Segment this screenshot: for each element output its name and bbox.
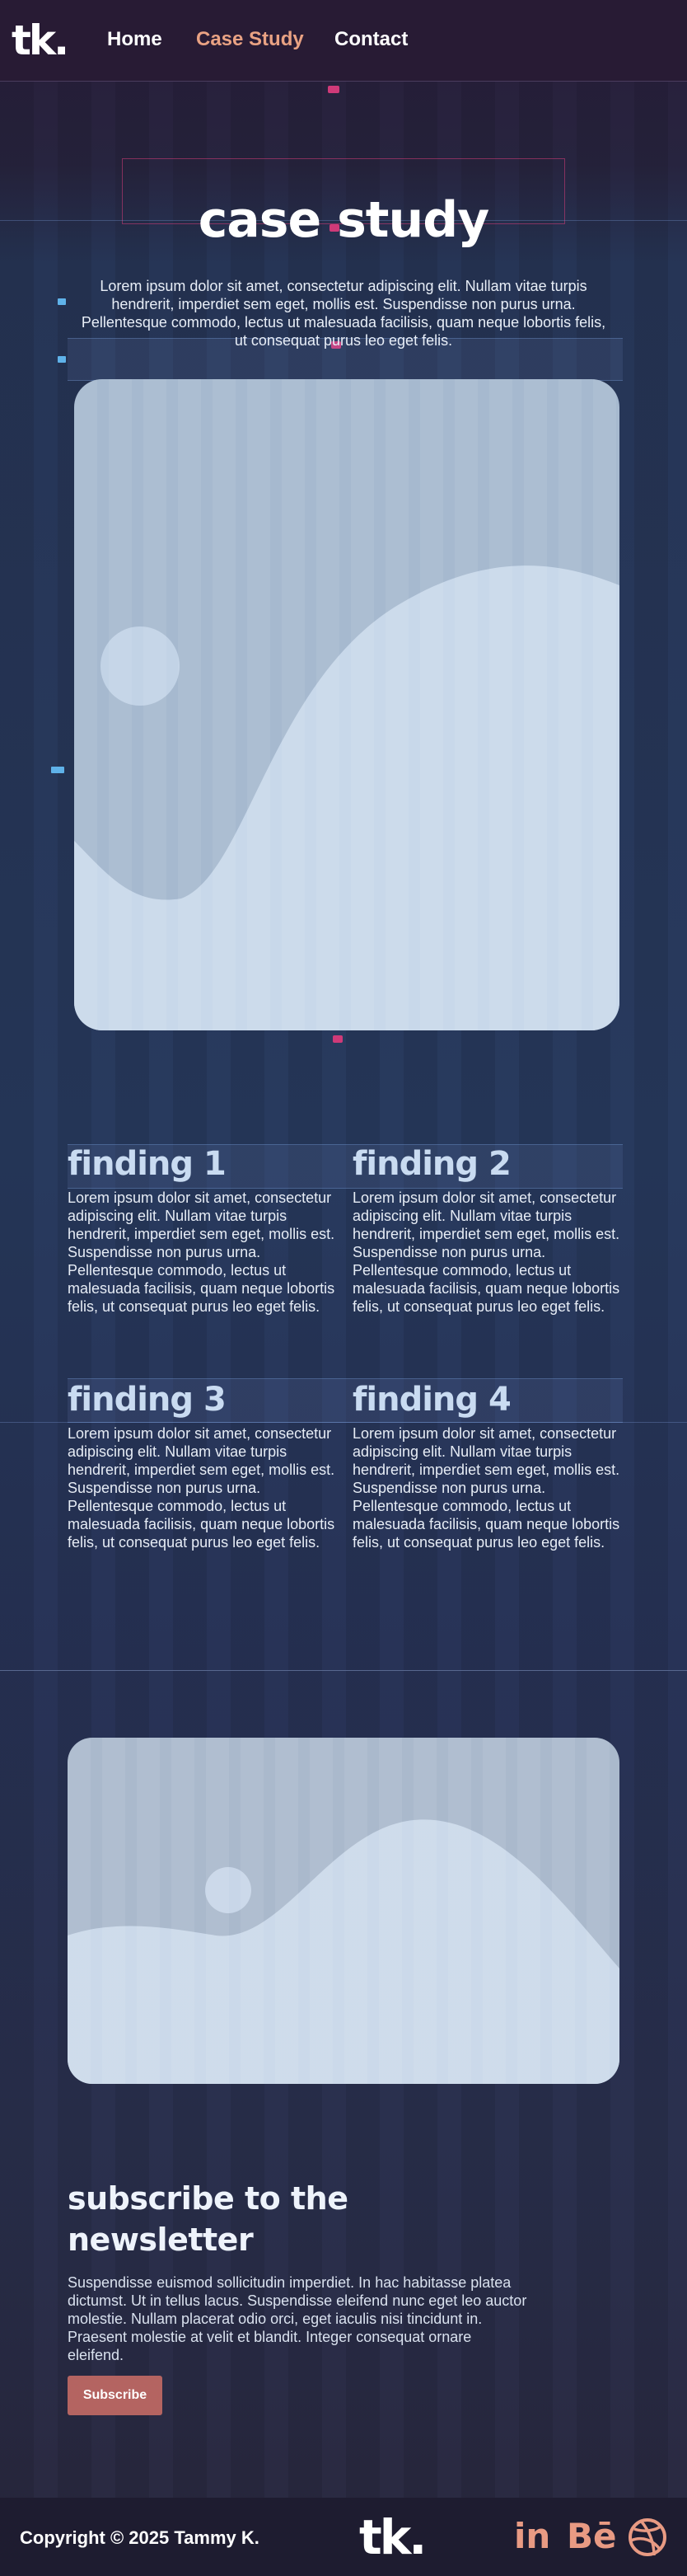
finding-card-3: finding 3 Lorem ipsum dolor sit amet, co… xyxy=(68,1380,339,1551)
finding-title: finding 4 xyxy=(353,1381,512,1419)
finding-card-2: finding 2 Lorem ipsum dolor sit amet, co… xyxy=(353,1144,624,1316)
finding-text: Lorem ipsum dolor sit amet, consectetur … xyxy=(68,1189,335,1315)
subscribe-button[interactable]: Subscribe xyxy=(68,2376,162,2415)
landscape-icon xyxy=(74,565,619,1030)
site-header: tk. Home Case Study Contact xyxy=(0,0,687,82)
finding-text: Lorem ipsum dolor sit amet, consectetur … xyxy=(353,1425,620,1551)
finding-title: finding 3 xyxy=(68,1381,227,1419)
spacing-highlight xyxy=(68,1378,623,1423)
hero-image-placeholder xyxy=(74,379,619,1030)
section-divider xyxy=(0,1670,687,1671)
dribbble-icon[interactable] xyxy=(628,2517,667,2557)
finding-card-1: finding 1 Lorem ipsum dolor sit amet, co… xyxy=(68,1144,339,1316)
dimension-tag xyxy=(328,86,339,93)
spacing-marker xyxy=(58,356,66,363)
nav-case-study[interactable]: Case Study xyxy=(196,28,304,50)
newsletter-title: subscribe to the newsletter xyxy=(68,2180,348,2258)
intro-text: Lorem ipsum dolor sit amet, consectetur … xyxy=(81,278,606,349)
page-title: case study xyxy=(198,191,490,250)
finding-card-4: finding 4 Lorem ipsum dolor sit amet, co… xyxy=(353,1380,624,1551)
linkedin-icon[interactable]: in xyxy=(514,2516,551,2556)
guide-line xyxy=(0,220,687,221)
dimension-tag xyxy=(329,224,339,232)
newsletter-text: Suspendisse euismod sollicitudin imperdi… xyxy=(68,2274,527,2363)
spacing-marker xyxy=(58,298,66,305)
dimension-tag xyxy=(331,341,341,349)
image-stripes xyxy=(74,379,619,1030)
finding-text: Lorem ipsum dolor sit amet, consectetur … xyxy=(68,1425,335,1551)
spacing-highlight xyxy=(68,1144,623,1189)
copyright-text: Copyright © 2025 Tammy K. xyxy=(20,2527,259,2548)
behance-icon[interactable]: Bē xyxy=(567,2516,617,2556)
finding-title: finding 2 xyxy=(353,1145,512,1183)
guide-line xyxy=(0,1422,687,1423)
image-stripes xyxy=(68,1738,619,2084)
nav-contact[interactable]: Contact xyxy=(334,28,409,50)
title-selection-box xyxy=(122,158,565,224)
finding-title: finding 1 xyxy=(68,1145,227,1183)
spacing-marker xyxy=(51,767,64,773)
dimension-tag xyxy=(333,1035,343,1043)
promo-image-placeholder xyxy=(68,1738,619,2084)
finding-text: Lorem ipsum dolor sit amet, consectetur … xyxy=(353,1189,620,1315)
footer-logo[interactable]: tk. xyxy=(359,2509,427,2565)
landscape-icon xyxy=(68,1819,619,2084)
brand-logo[interactable]: tk. xyxy=(12,16,69,64)
nav-home[interactable]: Home xyxy=(107,28,162,50)
site-footer: Copyright © 2025 Tammy K. tk. in Bē xyxy=(0,2498,687,2576)
